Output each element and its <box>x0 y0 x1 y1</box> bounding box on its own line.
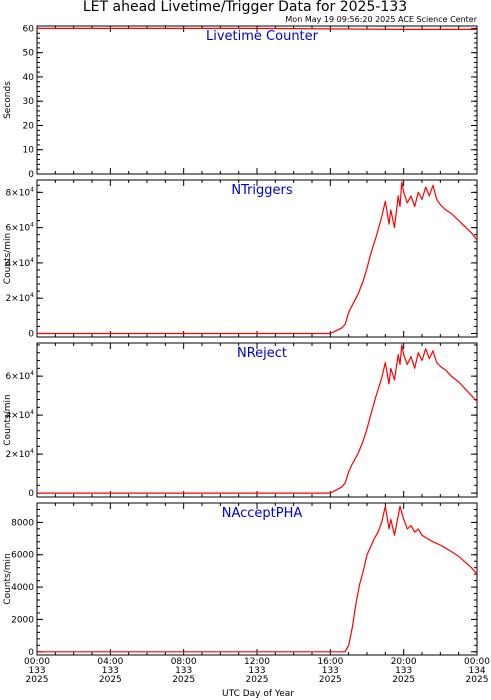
chart-title: LET ahead Livetime/Trigger Data for 2025… <box>83 0 407 15</box>
x-tick-label-doy: 133 <box>175 666 192 676</box>
y-axis-label: Counts/min <box>3 394 13 445</box>
plot-frame <box>36 25 478 175</box>
y-tick-label: 8000 <box>11 518 34 528</box>
x-tick-label-time: 20:00 <box>391 657 417 667</box>
plot-frame <box>36 179 478 338</box>
panel-4: 0 2000 4000 6000 8000 Counts/min NAcceptPHA <box>3 502 478 658</box>
y-tick-label: 4000 <box>11 583 34 593</box>
y-tick-label: 0 <box>28 170 34 180</box>
x-tick-label-time: 12:00 <box>244 657 270 667</box>
plot-frame <box>36 342 478 498</box>
x-tick-label-time: 08:00 <box>171 657 197 667</box>
panel-1: 0 10 20 30 40 50 60 Seconds Livetime Counter <box>3 24 478 180</box>
y-axis-label: Seconds <box>3 81 13 119</box>
y-tick-label: 6×104 <box>5 222 34 234</box>
y-tick-label: 6000 <box>11 551 34 561</box>
x-tick-label-doy: 133 <box>248 666 265 676</box>
panel-3: 0 2×104 4×104 6×104 Counts/min NReject <box>3 342 478 499</box>
y-tick-label: 4×104 <box>5 257 34 269</box>
x-tick-label-year: 2025 <box>26 675 49 685</box>
x-tick-label-year: 2025 <box>99 675 122 685</box>
x-tick-label-time: 00:00 <box>24 657 50 667</box>
x-axis-label: UTC Day of Year <box>222 689 294 699</box>
y-tick-label: 4×104 <box>5 409 34 421</box>
y-tick-label: 60 <box>23 24 35 34</box>
x-tick-label-year: 2025 <box>392 675 415 685</box>
x-axis-tick-labels: 00:00133202504:00133202508:00133202512:0… <box>24 657 490 685</box>
y-axis-label: Counts/min <box>3 553 13 604</box>
generation-timestamp: Mon May 19 09:56:20 2025 ACE Science Cen… <box>285 15 477 24</box>
y-tick-label: 6×104 <box>5 370 34 382</box>
x-tick-label-time: 00:00 <box>464 657 490 667</box>
y-tick-label: 0 <box>28 329 34 339</box>
x-tick-label-year: 2025 <box>466 675 489 685</box>
chart-panels: 0 10 20 30 40 50 60 Seconds Livetime Counter 0 2×1… <box>3 24 478 658</box>
y-tick-label: 0 <box>28 489 34 499</box>
panel-title: NReject <box>237 346 287 361</box>
y-tick-label: 50 <box>23 49 35 59</box>
x-tick-label-doy: 133 <box>102 666 119 676</box>
y-tick-label: 2×104 <box>5 448 34 460</box>
panel-title: NTriggers <box>231 183 293 198</box>
x-tick-label-time: 04:00 <box>97 657 123 667</box>
y-axis-label: Counts/min <box>3 233 13 284</box>
x-tick-label-doy: 134 <box>468 666 485 676</box>
x-tick-label-year: 2025 <box>319 675 342 685</box>
x-tick-label-doy: 133 <box>28 666 45 676</box>
y-tick-label: 2×104 <box>5 292 34 304</box>
panel-title: NAcceptPHA <box>222 506 303 521</box>
y-tick-label: 40 <box>23 73 35 83</box>
x-tick-label-year: 2025 <box>246 675 269 685</box>
series-line <box>37 344 478 494</box>
series-line <box>37 505 478 653</box>
x-tick-label-doy: 133 <box>395 666 412 676</box>
y-tick-label: 10 <box>23 146 35 156</box>
panel-2: 0 2×104 4×104 6×104 8×104 Counts/min NTriggers <box>3 179 478 339</box>
y-tick-label: 20 <box>23 121 35 131</box>
x-tick-label-doy: 133 <box>322 666 339 676</box>
y-tick-label: 8×104 <box>5 186 34 198</box>
y-tick-label: 2000 <box>11 615 34 625</box>
y-tick-label: 0 <box>28 648 34 658</box>
x-tick-label-year: 2025 <box>172 675 195 685</box>
y-tick-label: 30 <box>23 97 35 107</box>
series-line <box>37 27 477 30</box>
series-line <box>37 181 478 335</box>
x-tick-label-time: 16:00 <box>317 657 343 667</box>
panel-title: Livetime Counter <box>206 29 319 44</box>
